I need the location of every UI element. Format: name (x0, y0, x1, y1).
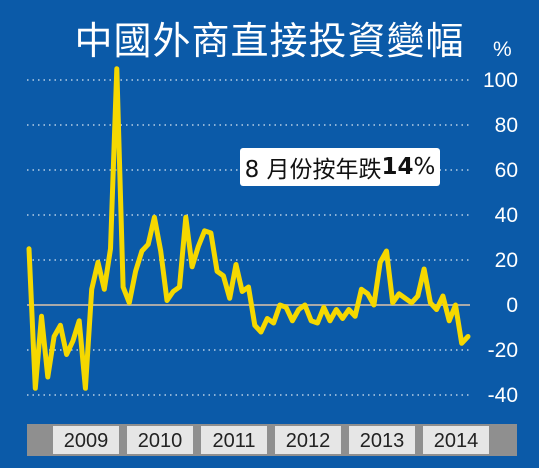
x-tick-label: 2014 (434, 430, 479, 452)
y-tick-label: 80 (495, 114, 518, 137)
x-axis-band: 2009 2010 2011 2012 2013 2014 (27, 424, 517, 456)
x-tick-label: 2013 (360, 430, 405, 452)
y-tick-label: 20 (495, 249, 518, 272)
gridlines (27, 79, 470, 396)
year-label-box (53, 426, 119, 454)
x-tick-label: 2010 (138, 430, 183, 452)
y-tick-label: -40 (488, 384, 518, 407)
y-tick-label: 0 (506, 294, 518, 317)
y-unit-label: % (493, 38, 512, 61)
y-tick-label: -20 (488, 339, 518, 362)
x-tick-label: 2009 (64, 430, 109, 452)
y-tick-label: 60 (495, 159, 518, 182)
year-label-box (201, 426, 267, 454)
series-line-group (26, 66, 471, 391)
y-axis-ticks: 100 80 60 40 20 0 -20 -40 (483, 69, 518, 407)
x-tick-label: 2011 (212, 430, 255, 452)
y-tick-label: 40 (495, 204, 518, 227)
x-tick-label: 2012 (286, 430, 331, 452)
year-label-box (423, 426, 489, 454)
annotation-value: 14 (381, 154, 414, 180)
series-line (26, 66, 471, 391)
chart-title: 中國外商直接投資變幅 (74, 19, 465, 63)
year-label-box (349, 426, 415, 454)
annotation-callout: 8 月份按年跌 14% (240, 148, 440, 186)
annotation-prefix: 8 月份按年跌 (244, 157, 382, 183)
year-label-box (275, 426, 341, 454)
y-tick-label: 100 (483, 69, 518, 92)
year-label-box (127, 426, 193, 454)
annotation-suffix: % (413, 154, 436, 180)
